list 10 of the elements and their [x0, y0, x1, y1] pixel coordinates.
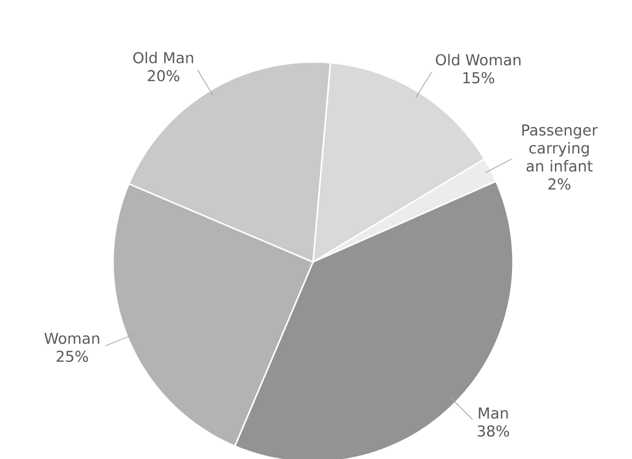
data-label: 15%	[463, 72, 494, 84]
data-label: 2%	[548, 178, 570, 190]
data-label: 38%	[478, 425, 510, 437]
slice-label: Old Woman	[436, 54, 520, 66]
slice-label: Man	[478, 408, 508, 419]
data-label: 25%	[56, 350, 88, 362]
data-label: 20%	[148, 70, 180, 82]
slice-label: Old Man	[133, 52, 194, 64]
slice-label: Woman	[44, 332, 100, 344]
slice-label: Passenger carrying an infant	[522, 124, 598, 172]
